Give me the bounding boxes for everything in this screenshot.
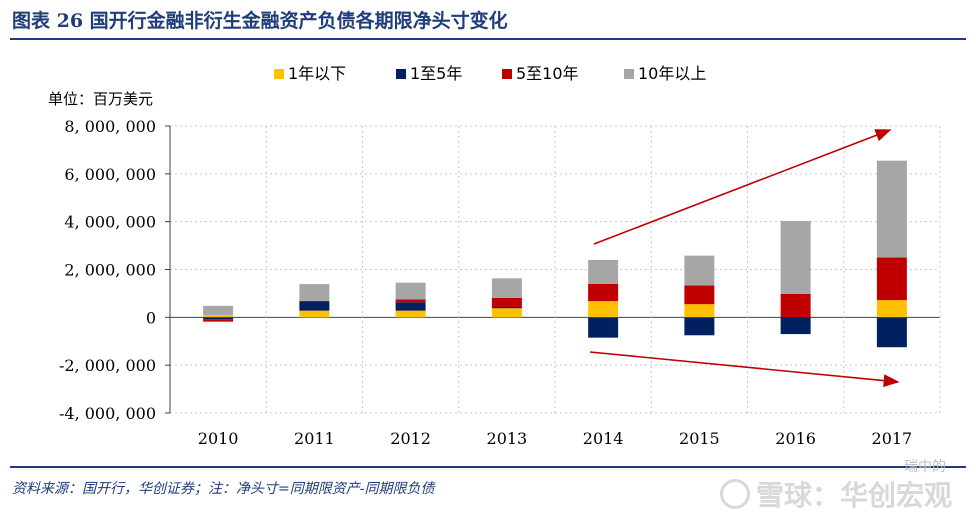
legend-label: 5至10年 [516, 64, 579, 83]
bar-segment [203, 317, 234, 320]
legend-label: 1至5年 [410, 64, 462, 83]
y-tick-label: 0 [146, 308, 156, 327]
bar-segment [395, 302, 426, 311]
bar-segment [780, 317, 811, 335]
watermark-sub: 瑞中的 [904, 459, 946, 475]
bar-segment [203, 314, 234, 318]
x-category-label: 2011 [294, 429, 335, 448]
legend-label: 10年以上 [638, 64, 706, 83]
bar-segment [203, 319, 234, 322]
x-category-label: 2013 [487, 429, 528, 448]
bar-segment [684, 285, 715, 305]
stacked-bar-chart: 1年以下 1至5年 5至10年 10年以上 单位：百万美元 8, 000, 000 6,… [48, 64, 941, 448]
y-tick-label: -2, 000, 000 [59, 356, 156, 375]
bar-segment [684, 255, 715, 286]
x-axis-categories: 2010 2011 2012 2013 2014 2015 2016 2017 [198, 429, 912, 448]
bar-segment [876, 317, 907, 348]
bar-segment [491, 278, 522, 298]
x-category-label: 2014 [583, 429, 624, 448]
y-unit-label: 单位：百万美元 [48, 90, 153, 108]
y-tick-label: 6, 000, 000 [64, 165, 156, 184]
source-note: 资料来源：国开行，华创证券；注：净头寸=同期限资产-同期限负债 [12, 481, 435, 497]
bar-segment [395, 310, 426, 318]
x-category-label: 2016 [775, 429, 816, 448]
y-tick-label: 8, 000, 000 [64, 117, 156, 136]
bars [203, 160, 907, 348]
trend-arrows [589, 129, 900, 387]
snowball-logo-icon [719, 479, 750, 509]
bar-segment [588, 259, 619, 284]
legend-swatch [396, 69, 406, 79]
bar-segment [299, 310, 330, 318]
chart-title: 图表 26 国开行金融非衍生金融资产负债各期限净头寸变化 [12, 10, 508, 32]
bar-segment [395, 282, 426, 300]
bar-segment [780, 293, 811, 318]
x-category-label: 2010 [198, 429, 239, 448]
bar-segment [780, 220, 811, 294]
x-category-label: 2012 [390, 429, 431, 448]
source-bar: 资料来源：国开行，华创证券；注：净头寸=同期限资产-同期限负债 雪球：华创宏观 … [10, 459, 966, 514]
bar-segment [876, 160, 907, 258]
bar-segment [588, 283, 619, 302]
bar-segment [684, 317, 715, 336]
legend-swatch [274, 69, 284, 79]
grid-lines [169, 125, 941, 414]
bar-segment [491, 308, 522, 318]
bar-segment [299, 284, 330, 301]
legend-swatch [502, 69, 512, 79]
bar-segment [299, 300, 330, 302]
x-category-label: 2017 [872, 429, 913, 448]
y-tick-label: -4, 000, 000 [59, 404, 156, 423]
bar-segment [684, 304, 715, 318]
watermark: 雪球：华创宏观 [719, 474, 952, 514]
bar-segment [299, 301, 330, 311]
bar-segment [491, 307, 522, 309]
watermark-text: 雪球：华创宏观 [755, 479, 952, 512]
y-tick-label: 4, 000, 000 [64, 213, 156, 232]
legend-swatch [624, 69, 634, 79]
bar-segment [876, 300, 907, 318]
bar-segment [203, 305, 234, 315]
legend-label: 1年以下 [288, 64, 346, 83]
bar-segment [491, 297, 522, 308]
lower-trend-arrow [589, 351, 900, 387]
legend: 1年以下 1至5年 5至10年 10年以上 [274, 64, 706, 83]
bar-segment [876, 257, 907, 301]
y-tick-label: 2, 000, 000 [64, 261, 156, 280]
bar-segment [588, 301, 619, 318]
title-bar: 图表 26 国开行金融非衍生金融资产负债各期限净头寸变化 [10, 0, 966, 40]
x-category-label: 2015 [679, 429, 720, 448]
upper-trend-arrow [593, 129, 892, 245]
bar-segment [588, 317, 619, 338]
bar-segment [395, 299, 426, 303]
y-axis-ticks: 8, 000, 000 6, 000, 000 4, 000, 000 2, 000,… [59, 117, 170, 423]
